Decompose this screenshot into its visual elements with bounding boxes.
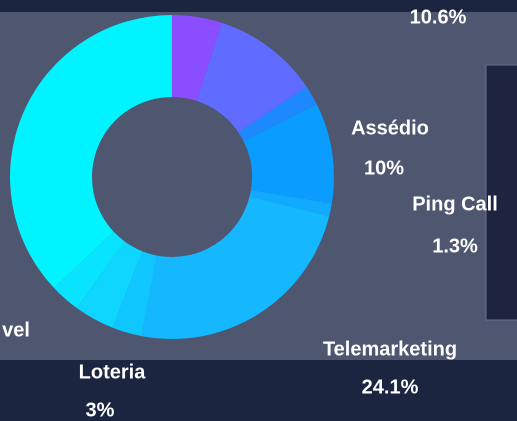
donut-segment: [112, 251, 158, 337]
segment-label: Loteria: [79, 361, 147, 383]
donut-segment: [238, 86, 317, 142]
segment-label: Telemarketing: [323, 338, 457, 360]
segment-label: Assédio: [351, 117, 429, 139]
donut-segment: [9, 15, 173, 288]
side-panel: [485, 64, 517, 321]
donut-segment: [53, 231, 125, 309]
donut-segment: [243, 104, 334, 204]
segment-label: vel: [2, 319, 30, 341]
donut-segment: [172, 15, 223, 101]
donut-segment: [196, 22, 307, 133]
value-label: 1.3%: [432, 235, 478, 257]
value-label: 10%: [364, 157, 404, 179]
segment-label: Ping Call: [412, 193, 498, 215]
donut-segment: [76, 241, 143, 328]
value-label: 24.1%: [362, 376, 419, 398]
value-label: 10.6%: [410, 6, 467, 28]
value-label: 3%: [86, 399, 115, 421]
donut-segment: [141, 196, 330, 339]
donut-segment: [249, 190, 332, 217]
